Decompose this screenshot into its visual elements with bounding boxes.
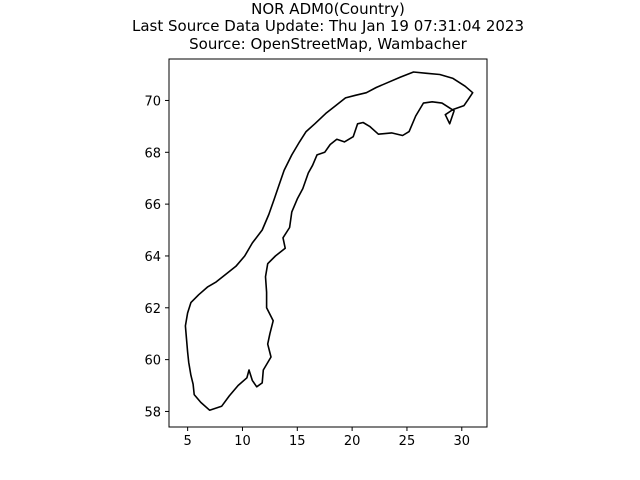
x-tick-label: 20 xyxy=(344,434,361,449)
y-tick-label: 64 xyxy=(144,250,161,265)
country-outline xyxy=(184,71,474,411)
map-update-subtitle: Last Source Data Update: Thu Jan 19 07:3… xyxy=(131,17,525,35)
y-tick-label: 62 xyxy=(144,302,161,317)
x-tick-label: 15 xyxy=(289,434,306,449)
map-title: NOR ADM0(Country) xyxy=(251,0,405,18)
y-tick-label: 58 xyxy=(144,405,161,420)
map-source-subtitle: Source: OpenStreetMap, Wambacher xyxy=(189,35,467,53)
x-tick-label: 5 xyxy=(184,434,192,449)
plot-layer xyxy=(184,71,474,411)
x-tick-label: 25 xyxy=(399,434,416,449)
y-tick-label: 68 xyxy=(144,146,161,161)
y-tick-label: 70 xyxy=(144,94,161,109)
axis-layer: 5 10 15 20 25 30 58 60 62 64 66 68 70 xyxy=(144,58,488,449)
y-tick-label: 66 xyxy=(144,198,161,213)
y-tick-label: 60 xyxy=(144,354,161,369)
plot-frame xyxy=(168,58,488,428)
x-tick-label: 30 xyxy=(454,434,471,449)
x-tick-label: 10 xyxy=(234,434,251,449)
